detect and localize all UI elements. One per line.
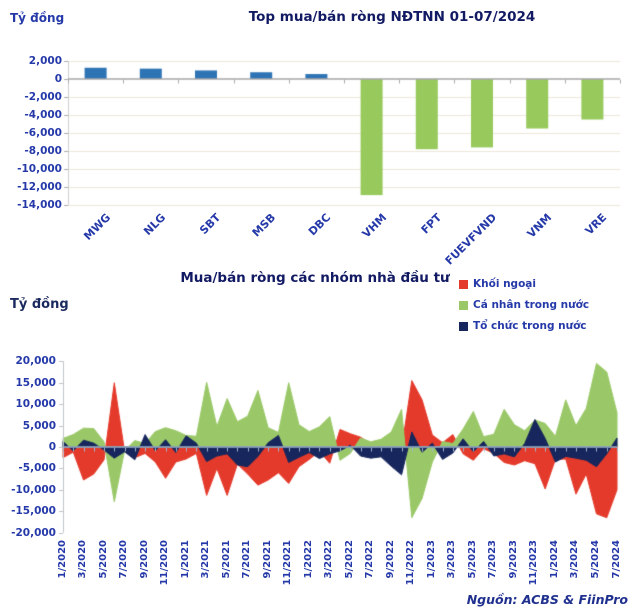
top-chart-section: Tỷ đồng Top mua/bán ròng NĐTNN 01-07/202…: [0, 0, 640, 268]
legend-label: Tổ chức trong nước: [473, 320, 587, 332]
bottom-chart-y-tick-label: 5,000: [22, 419, 56, 432]
bottom-chart-month-label: 9/2021: [261, 540, 273, 579]
bottom-chart-y-tick-label: 15,000: [15, 376, 56, 389]
bottom-chart-month-label: 5/2024: [589, 540, 601, 579]
legend-swatch: [459, 300, 468, 310]
bottom-chart-month-label: 7/2023: [487, 540, 499, 579]
top-chart-y-tick-label: -14,000: [17, 199, 62, 211]
bottom-chart-month-label: 7/2020: [118, 540, 130, 579]
bottom-chart-month-label: 1/2024: [548, 540, 560, 579]
bottom-chart-y-tick-label: -20,000: [11, 526, 56, 539]
bottom-chart-y-tick-label: -5,000: [18, 462, 56, 475]
bottom-chart-month-label: 9/2022: [384, 540, 396, 579]
bottom-chart-month-label: 9/2020: [138, 540, 150, 579]
legend-item: Cá nhân trong nước: [459, 298, 589, 312]
bottom-chart-month-label: 1/2022: [302, 540, 314, 579]
bottom-chart-y-tick-label: -15,000: [11, 505, 56, 518]
legend-label: Cá nhân trong nước: [473, 299, 590, 311]
bottom-chart-plot-canvas: [53, 356, 627, 540]
bottom-chart-month-label: 3/2021: [200, 540, 212, 579]
bottom-chart-month-label: 9/2023: [507, 540, 519, 579]
bottom-chart-y-tick-label: 20,000: [15, 355, 56, 368]
bottom-chart-month-label: 11/2021: [282, 540, 294, 586]
bottom-chart-month-label: 11/2022: [405, 540, 417, 586]
bottom-chart-month-label: 5/2022: [343, 540, 355, 579]
bottom-chart-month-label: 5/2020: [97, 540, 109, 579]
top-chart-y-tick-label: -10,000: [17, 163, 62, 175]
bottom-chart-month-label: 3/2020: [77, 540, 89, 579]
bottom-chart-y-tick-label: 0: [48, 441, 56, 453]
legend-swatch: [459, 279, 468, 289]
top-chart-y-tick-label: 2,000: [28, 55, 62, 67]
bottom-chart-y-tick-label: -10,000: [11, 483, 56, 496]
legend-label: Khối ngoại: [473, 278, 536, 290]
bottom-chart-month-label: 1/2020: [56, 540, 68, 579]
bottom-chart-section: Mua/bán ròng các nhóm nhà đầu tư Tỷ đồng: [0, 268, 640, 613]
bottom-chart-month-label: 7/2024: [610, 540, 622, 579]
bottom-chart-month-label: 7/2022: [364, 540, 376, 579]
top-chart-title: Top mua/bán ròng NĐTNN 01-07/2024: [248, 9, 536, 25]
legend-item: Khối ngoại: [459, 277, 589, 291]
bottom-chart-title: Mua/bán ròng các nhóm nhà đầu tư: [180, 270, 450, 286]
bottom-chart-month-label: 1/2021: [179, 540, 191, 579]
bottom-chart-month-label: 5/2023: [466, 540, 478, 579]
top-chart-y-tick-label: -8,000: [24, 145, 62, 157]
top-chart-unit-label: Tỷ đồng: [10, 11, 65, 25]
bottom-chart-month-label: 3/2023: [446, 540, 458, 579]
top-chart-y-tick-label: -6,000: [24, 127, 62, 139]
top-chart-y-tick-label: -2,000: [24, 91, 62, 103]
bottom-chart-month-label: 11/2023: [528, 540, 540, 586]
bottom-chart-month-label: 11/2020: [159, 540, 171, 586]
bottom-chart-month-label: 7/2021: [241, 540, 253, 579]
bottom-chart-month-label: 5/2021: [220, 540, 232, 579]
bottom-chart-y-tick-label: 10,000: [15, 398, 56, 411]
top-chart-y-tick-label: -12,000: [17, 181, 62, 193]
bottom-chart-unit-label: Tỷ đồng: [10, 297, 69, 312]
bottom-chart-month-label: 3/2024: [569, 540, 581, 579]
top-chart-y-tick-label: 0: [54, 73, 62, 85]
top-chart-y-tick-label: -4,000: [24, 109, 62, 121]
top-chart-plot-canvas: [56, 52, 626, 212]
legend-swatch: [459, 321, 468, 331]
source-note: Nguồn: ACBS & FiinPro: [466, 592, 628, 607]
legend-item: Tổ chức trong nước: [459, 319, 589, 333]
bottom-chart-month-label: 3/2022: [323, 540, 335, 579]
bottom-chart-month-label: 1/2023: [425, 540, 437, 579]
bottom-chart-legend: Khối ngoại Cá nhân trong nước Tổ chức tron…: [459, 277, 589, 340]
